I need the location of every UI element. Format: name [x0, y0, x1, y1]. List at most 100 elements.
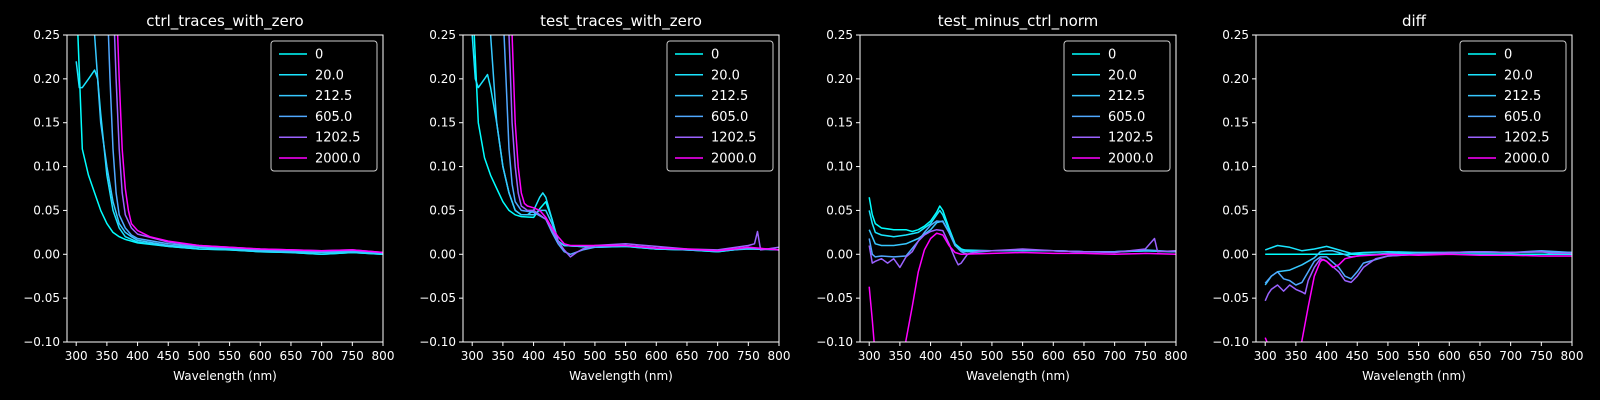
series-line-0 — [868, 197, 1176, 253]
x-tick-label: 550 — [1011, 349, 1034, 363]
series-group — [471, 35, 779, 258]
y-tick-label: 0.15 — [33, 116, 60, 130]
legend-label: 212.5 — [711, 89, 748, 104]
x-tick-label: 600 — [1438, 349, 1461, 363]
x-tick-label: 300 — [1254, 349, 1277, 363]
x-tick-label: 800 — [1165, 349, 1188, 363]
x-tick-label: 700 — [706, 349, 729, 363]
x-tick-label: 400 — [522, 349, 545, 363]
y-tick-label: 0.10 — [33, 160, 60, 174]
chart-title: ctrl_traces_with_zero — [146, 12, 303, 31]
x-tick-label: 400 — [126, 349, 149, 363]
chart-panel-2: test_traces_with_zero 300 350 400 450 500 550 6… — [419, 12, 790, 383]
chart-panel-4: diff 300 350 400 450 500 550 600 650 700 750 800 −0.… — [1212, 12, 1583, 383]
y-tick-label: 0.00 — [826, 247, 853, 261]
legend-label: 20.0 — [711, 68, 740, 83]
x-axis-label: Wavelength (nm) — [569, 369, 673, 383]
y-tick-label: 0.10 — [1222, 160, 1249, 174]
x-axis-label: Wavelength (nm) — [966, 369, 1070, 383]
legend-label: 212.5 — [1108, 89, 1145, 104]
x-tick-label: 350 — [888, 349, 911, 363]
x-tick-label: 300 — [461, 349, 484, 363]
x-tick-label: 350 — [95, 349, 118, 363]
x-tick-label: 600 — [249, 349, 272, 363]
y-tick-label: −0.10 — [1212, 335, 1249, 349]
x-tick-label: 450 — [950, 349, 973, 363]
y-tick-label: 0.25 — [1222, 28, 1249, 42]
y-tick-label: 0.10 — [826, 160, 853, 174]
legend-label: 1202.5 — [1108, 131, 1154, 146]
x-tick-label: 700 — [310, 349, 333, 363]
legend: 0 20.0 212.5 605.0 1202.5 2000.0 — [1063, 40, 1171, 172]
legend-label: 2000.0 — [1108, 152, 1154, 167]
y-tick-label: 0.15 — [1222, 116, 1249, 130]
y-tick-label: 0.05 — [429, 203, 456, 217]
x-tick-label: 650 — [676, 349, 699, 363]
x-axis-label: Wavelength (nm) — [173, 369, 277, 383]
x-tick-label: 300 — [65, 349, 88, 363]
x-tick-label: 750 — [1134, 349, 1157, 363]
y-tick-label: −0.10 — [419, 335, 456, 349]
legend-label: 605.0 — [711, 110, 748, 125]
legend-label: 0 — [711, 48, 719, 63]
legend-label: 2000.0 — [1504, 152, 1550, 167]
x-tick-label: 800 — [372, 349, 395, 363]
x-tick-label: 500 — [187, 349, 210, 363]
x-tick-label: 750 — [341, 349, 364, 363]
legend-label: 0 — [1108, 48, 1116, 63]
chart-title: test_traces_with_zero — [540, 12, 702, 31]
legend-label: 1202.5 — [1504, 131, 1550, 146]
legend-label: 605.0 — [1504, 110, 1541, 125]
y-tick-label: 0.15 — [826, 116, 853, 130]
x-axis-label: Wavelength (nm) — [1362, 369, 1466, 383]
x-tick-label: 550 — [218, 349, 241, 363]
x-tick-label: 350 — [491, 349, 514, 363]
series-line-2 — [93, 35, 383, 255]
legend-label: 0 — [1504, 48, 1512, 63]
y-tick-label: −0.05 — [816, 291, 853, 305]
y-tick-label: 0.20 — [1222, 72, 1249, 86]
legend-label: 1202.5 — [711, 131, 757, 146]
y-tick-label: 0.05 — [826, 203, 853, 217]
y-tick-label: 0.25 — [33, 28, 60, 42]
series-line-5 — [511, 35, 779, 252]
series-line-4 — [1264, 250, 1572, 302]
series-group — [1264, 244, 1572, 342]
x-tick-label: 650 — [1469, 349, 1492, 363]
y-tick-label: 0.15 — [429, 116, 456, 130]
series-line-1 — [75, 61, 383, 256]
y-tick-label: 0.05 — [1222, 203, 1249, 217]
legend-label: 2000.0 — [711, 152, 757, 167]
axes-frame — [462, 34, 780, 343]
legend-label: 605.0 — [1108, 110, 1145, 125]
axes-frame — [1255, 34, 1573, 343]
legend-label: 0 — [315, 48, 323, 63]
x-tick-label: 400 — [919, 349, 942, 363]
x-tick-label: 750 — [737, 349, 760, 363]
legend-label: 20.0 — [315, 68, 344, 83]
legend: 0 20.0 212.5 605.0 1202.5 2000.0 — [666, 40, 774, 172]
x-tick-label: 450 — [1346, 349, 1369, 363]
series-line-5 — [1264, 253, 1572, 342]
x-tick-label: 700 — [1103, 349, 1126, 363]
x-tick-label: 450 — [157, 349, 180, 363]
legend-label: 605.0 — [315, 110, 352, 125]
x-tick-label: 500 — [583, 349, 606, 363]
legend-label: 212.5 — [1504, 89, 1541, 104]
y-tick-label: 0.00 — [33, 247, 60, 261]
y-tick-label: −0.05 — [419, 291, 456, 305]
x-tick-label: 450 — [553, 349, 576, 363]
legend-box — [1063, 40, 1171, 172]
y-tick-label: 0.05 — [33, 203, 60, 217]
legend-label: 212.5 — [315, 89, 352, 104]
y-tick-label: 0.20 — [826, 72, 853, 86]
x-tick-label: 550 — [1407, 349, 1430, 363]
series-line-4 — [868, 228, 1176, 269]
y-tick-label: −0.10 — [816, 335, 853, 349]
y-tick-label: 0.25 — [826, 28, 853, 42]
series-group — [868, 197, 1176, 342]
chart-panel-3: test_minus_ctrl_norm 300 350 400 450 500 550 60… — [816, 12, 1188, 383]
y-tick-label: 0.10 — [429, 160, 456, 174]
x-tick-label: 700 — [1499, 349, 1522, 363]
y-tick-label: 0.25 — [429, 28, 456, 42]
